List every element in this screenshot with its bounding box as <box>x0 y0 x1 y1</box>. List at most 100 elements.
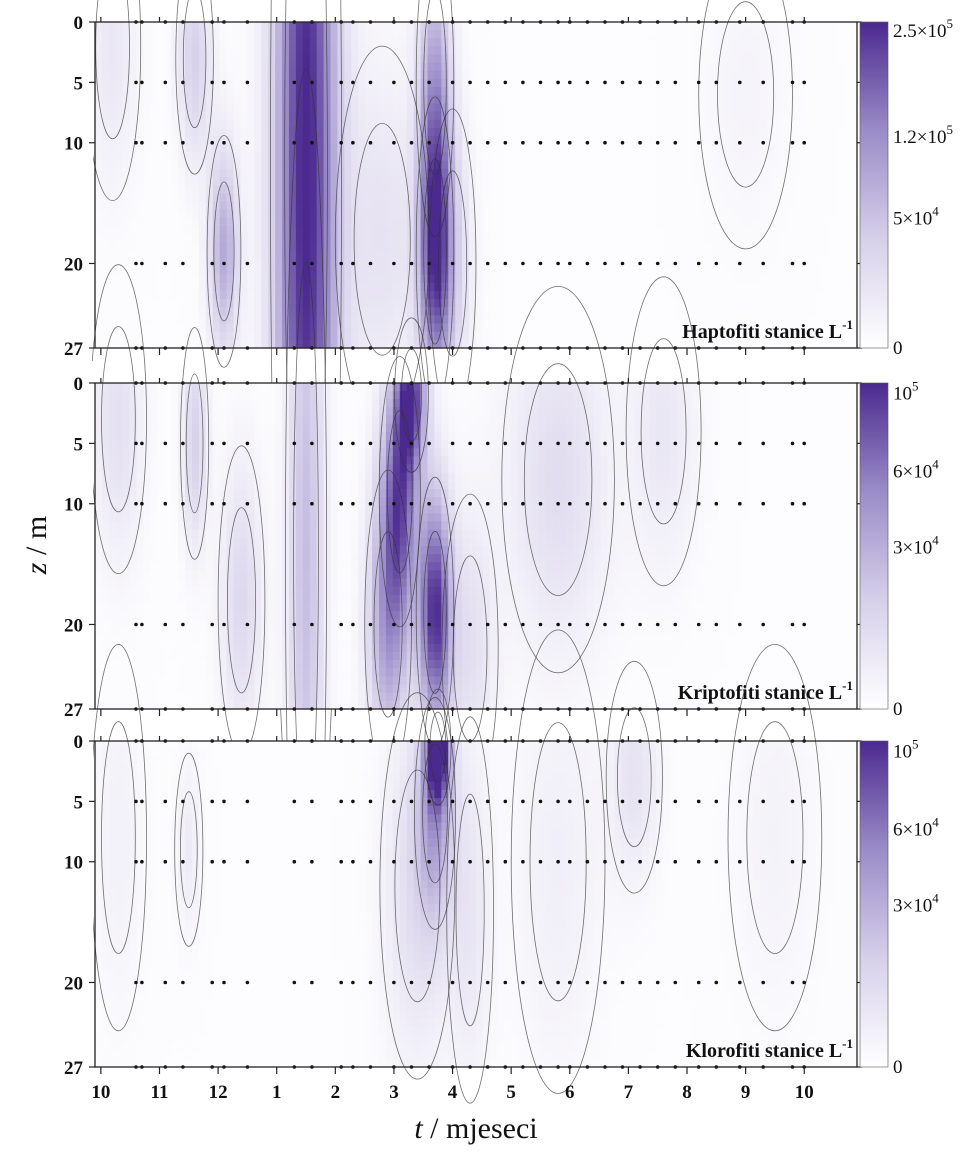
heat-cell <box>545 46 553 56</box>
heat-cell <box>219 209 228 219</box>
heat-cell <box>171 119 179 129</box>
heat-cell <box>358 258 366 268</box>
heat-cell <box>773 152 782 162</box>
heat-cell <box>212 46 221 56</box>
heat-cell <box>385 168 394 178</box>
heat-cell <box>185 290 193 300</box>
heat-cell <box>129 38 138 48</box>
heat-cell <box>676 217 685 227</box>
heat-cell <box>725 70 733 80</box>
heat-cell <box>178 185 186 194</box>
heat-cell <box>718 30 726 39</box>
heat-cell <box>150 407 158 417</box>
heat-cell <box>566 233 574 243</box>
heat-cell <box>261 307 269 316</box>
heat-cell <box>157 282 165 292</box>
heat-cell <box>462 136 470 145</box>
heat-cell <box>185 103 193 113</box>
heat-cell <box>178 250 186 259</box>
heat-cell <box>379 87 387 96</box>
heat-cell <box>697 95 706 105</box>
heat-cell <box>420 30 429 39</box>
heat-cell <box>690 201 699 211</box>
heat-cell <box>448 266 456 276</box>
heat-cell <box>669 290 678 300</box>
heat-cell <box>704 339 713 349</box>
heat-cell <box>171 30 179 39</box>
heat-cell <box>434 339 442 349</box>
heat-cell <box>275 323 283 333</box>
heat-cell <box>524 217 533 227</box>
heat-cell <box>392 79 401 88</box>
heat-cell <box>365 201 373 211</box>
heat-cell <box>427 290 436 300</box>
heat-cell <box>268 225 276 235</box>
heat-cell <box>482 168 491 178</box>
heat-cell <box>434 168 442 178</box>
heat-cell <box>593 225 602 235</box>
heat-cell <box>621 103 629 113</box>
heat-cell <box>773 209 782 219</box>
heat-cell <box>344 250 352 259</box>
heat-cell <box>95 274 103 284</box>
heat-cell <box>358 119 366 129</box>
heat-cell <box>171 70 179 80</box>
heat-cell <box>191 299 200 308</box>
heat-cell <box>572 127 581 137</box>
heat-cell <box>808 233 817 243</box>
heat-cell <box>205 70 214 80</box>
heat-cell <box>683 217 692 227</box>
heat-cell <box>822 103 830 113</box>
heat-cell <box>136 529 145 539</box>
heat-cell <box>212 266 221 276</box>
heat-cell <box>115 54 124 64</box>
heat-cell <box>129 635 138 645</box>
heat-cell <box>254 103 262 113</box>
heat-cell <box>330 46 339 56</box>
heat-cell <box>593 250 602 259</box>
heat-cell <box>129 193 138 202</box>
heat-cell <box>136 103 145 113</box>
heat-cell <box>295 209 304 219</box>
heat-cell <box>579 62 588 72</box>
heat-cell <box>122 700 131 710</box>
heat-cell <box>254 217 262 227</box>
heat-cell <box>441 70 449 80</box>
heat-cell <box>476 168 484 178</box>
heat-cell <box>787 225 796 235</box>
heat-cell <box>372 87 380 96</box>
heat-cell <box>95 431 103 441</box>
heat-cell <box>254 209 262 219</box>
heat-cell <box>261 111 269 121</box>
heat-cell <box>226 209 235 219</box>
heat-cell <box>295 136 304 145</box>
heat-cell <box>773 225 782 235</box>
heat-cell <box>663 168 671 178</box>
heat-cell <box>850 95 858 105</box>
heat-cell <box>164 193 172 202</box>
heat-cell <box>572 46 581 56</box>
heat-cell <box>843 233 851 243</box>
heat-cell <box>663 38 671 48</box>
heat-cell <box>496 127 505 137</box>
heat-cell <box>448 30 456 39</box>
heat-cell <box>635 233 643 243</box>
heat-cell <box>642 103 650 113</box>
heat-cell <box>101 480 110 490</box>
heat-cell <box>538 323 546 333</box>
heat-cell <box>566 307 574 316</box>
heat-cell <box>503 95 512 105</box>
heat-cell <box>579 315 588 325</box>
sampling-point <box>568 80 572 85</box>
heat-cell <box>476 250 484 259</box>
heat-cell <box>198 38 207 48</box>
heat-cell <box>642 233 650 243</box>
heat-cell <box>836 242 844 251</box>
heat-cell <box>780 266 789 276</box>
heat-cell <box>157 160 165 170</box>
heat-cell <box>122 684 131 694</box>
sampling-point <box>620 261 625 266</box>
heat-cell <box>261 266 269 276</box>
heat-cell <box>261 22 269 31</box>
heat-cell <box>683 176 692 186</box>
